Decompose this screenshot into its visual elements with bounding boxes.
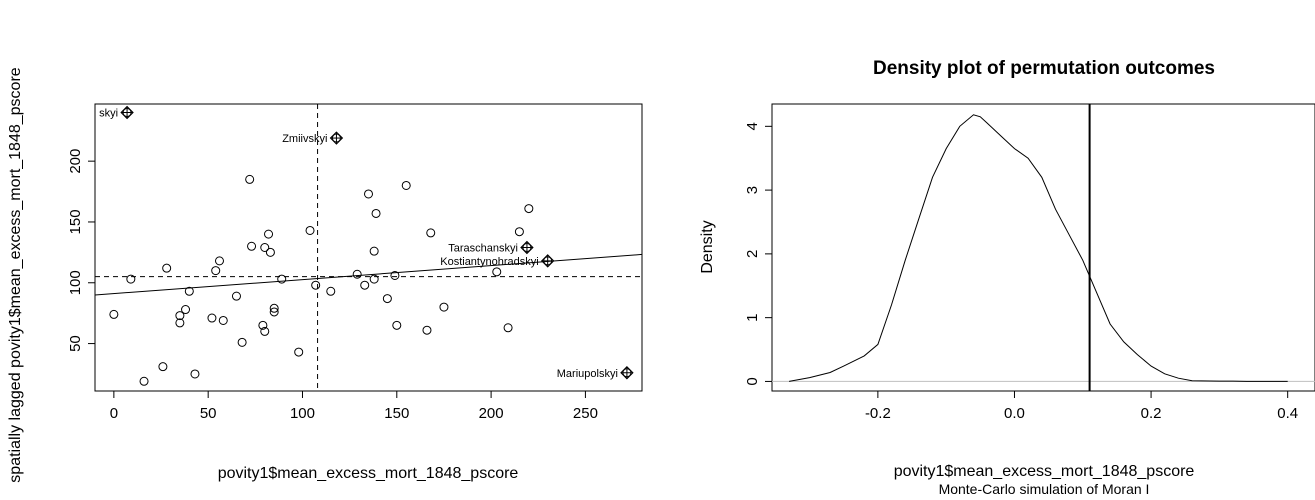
right-plot-box [771,103,1315,392]
influential-point: Kostiantynohradskyi [440,254,555,268]
x-tick-label: 0 [110,405,118,422]
right-subtitle: Monte-Carlo simulation of Moran I [939,481,1150,497]
data-point [190,369,200,379]
y-tick-label: 3 [744,186,761,194]
influential-point-label: Mariupolskyi [557,368,618,380]
y-tick-label: 1 [744,313,761,321]
x-tick-label: 150 [384,405,409,422]
influential-point-label: Taraschanskyi [448,243,518,255]
data-point [439,302,449,312]
data-point [109,309,119,319]
data-point [503,323,513,333]
left-x-ticks: 0 50 100 150 200 250 [110,391,598,422]
data-point [305,225,315,235]
data-point [390,270,400,280]
data-point [247,241,257,251]
right-x-axis-label: povity1$mean_excess_mort_1848_pscore [894,463,1195,480]
data-point [231,291,241,301]
right-y-ticks: 0 1 2 3 4 [744,122,772,386]
y-tick-label: 2 [744,250,761,258]
data-point [422,325,432,335]
data-point [265,247,275,257]
influential-point-label: skyi [99,108,118,120]
data-point [258,320,268,330]
influential-point: skyi [99,105,134,120]
data-point [260,243,270,252]
data-point [369,246,379,256]
data-point [492,267,502,277]
data-point [218,315,228,325]
data-point [264,229,274,239]
y-tick-label: 200 [67,149,84,174]
data-point [401,180,411,190]
influential-point: Mariupolskyi [557,366,634,380]
data-point [162,263,172,273]
data-point [426,228,436,238]
right-chart-title: Density plot of permutation outcomes [873,58,1215,79]
y-tick-label: 100 [67,270,84,295]
x-tick-label: 0.0 [1004,405,1025,422]
influential-point-label: Kostiantynohradskyi [440,256,538,268]
influential-point: Taraschanskyi [448,240,534,255]
density-curve [789,114,1288,382]
data-point [184,286,194,296]
data-point [245,174,255,184]
x-tick-label: 250 [573,405,598,422]
data-point [311,280,321,290]
data-point [352,269,362,279]
data-point [524,204,534,214]
data-point [269,303,279,313]
data-point [207,313,217,323]
data-point [139,376,149,386]
data-point [294,347,304,357]
left-points [109,174,534,386]
data-point [175,311,185,321]
right-y-axis-label: Density [699,220,716,273]
data-point [371,208,381,218]
left-y-ticks: 50 100 150 200 [67,149,95,352]
x-tick-label: 100 [290,405,315,422]
data-point [277,274,287,284]
data-point [364,189,373,199]
data-point [260,326,270,336]
left-x-axis-label: povity1$mean_excess_mort_1848_pscore [218,465,519,482]
x-tick-label: -0.2 [865,405,891,422]
y-tick-label: 50 [67,335,84,352]
data-point [175,318,185,328]
left-influential-points: skyi Zmiivskyi TaraschanskyiKostiantynohra… [99,105,634,380]
x-tick-label: 50 [200,405,217,422]
data-point [237,337,247,347]
right-density-content [772,104,1315,391]
data-point [214,256,224,266]
data-point [369,274,379,284]
regression-line [94,253,643,296]
left-reference-lines [94,104,643,391]
density-plot: Density plot of permutation outcomes -0.… [699,58,1315,497]
x-tick-label: 200 [479,405,504,422]
influential-point: Zmiivskyi [282,131,344,145]
data-point [326,286,336,296]
data-point [514,227,524,237]
influential-point-label: Zmiivskyi [282,133,327,145]
x-tick-label: 0.4 [1277,405,1298,422]
data-point [269,307,279,317]
data-point [211,266,221,276]
data-point [126,274,136,284]
left-y-axis-label: spatially lagged povity1$mean_excess_mor… [7,67,24,482]
data-point [360,280,370,290]
x-tick-label: 0.2 [1141,405,1162,422]
right-x-ticks: -0.2 0.0 0.2 0.4 [865,391,1298,422]
y-tick-label: 4 [744,122,761,130]
left-plot-box [94,103,643,392]
y-tick-label: 0 [744,377,761,385]
data-point [382,294,392,304]
y-tick-label: 150 [67,209,84,234]
moran-scatterplot: skyi Zmiivskyi TaraschanskyiKostiantynohra… [7,67,643,483]
data-point [158,362,168,372]
data-point [181,305,191,315]
data-point [392,320,402,330]
